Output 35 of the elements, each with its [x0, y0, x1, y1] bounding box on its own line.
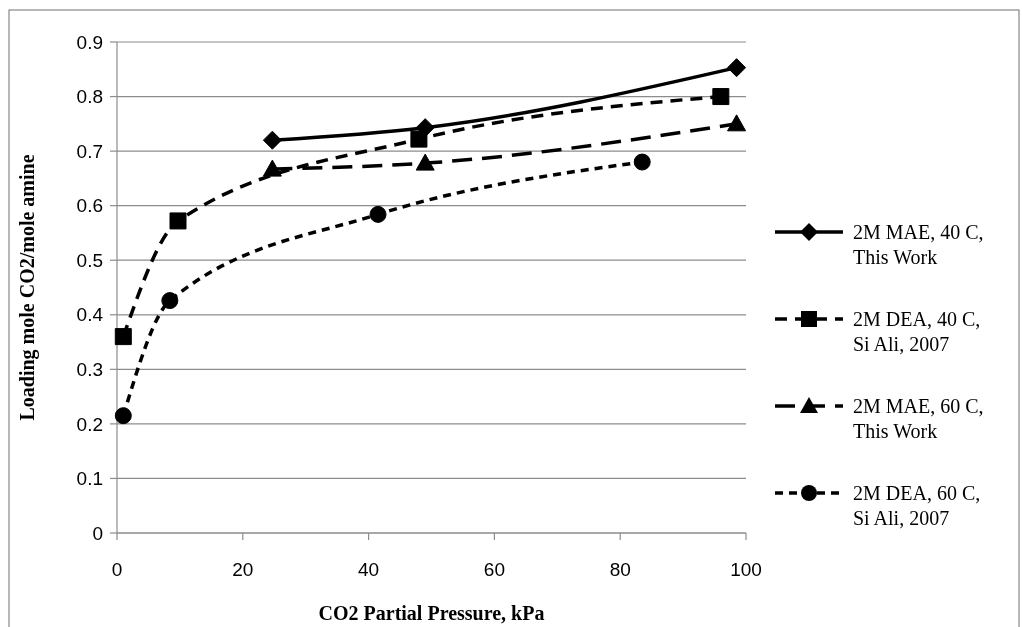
point	[161, 292, 179, 310]
point	[369, 205, 387, 223]
legend-label: 2M DEA, 60 C, Si Ali, 2007	[853, 482, 981, 529]
x-tick-label: 80	[609, 559, 631, 580]
y-tick-label: 0.8	[76, 86, 103, 108]
legend-label: 2M MAE, 40 C, This Work	[853, 221, 984, 268]
y-tick-label: 0.5	[76, 249, 103, 271]
y-tick-label: 0.3	[76, 358, 103, 380]
point	[262, 159, 282, 177]
point	[727, 114, 747, 132]
x-tick-label: 40	[358, 559, 380, 580]
x-tick-label: 0	[111, 559, 123, 580]
point	[415, 153, 435, 171]
legend-label: 2M DEA, 40 C, Si Ali, 2007	[853, 308, 981, 355]
legend-label: 2M MAE, 60 C, This Work	[853, 395, 984, 442]
x-tick-label: 20	[232, 559, 254, 580]
y-tick-label: 0.4	[76, 304, 104, 326]
point	[114, 407, 132, 425]
point	[727, 58, 747, 78]
y-axis-title: Loading mole CO2/mole amine	[16, 154, 39, 421]
y-tick-label: 0	[92, 522, 103, 544]
point	[712, 88, 730, 106]
y-tick-label: 0.9	[76, 31, 103, 53]
y-tick-label: 0.1	[76, 468, 103, 490]
y-tick-label: 0.6	[76, 195, 103, 217]
point	[262, 130, 282, 150]
y-tick-label: 0.2	[76, 413, 103, 435]
point	[114, 328, 132, 346]
x-tick-label: 100	[730, 559, 762, 580]
point	[169, 212, 187, 230]
point	[410, 130, 428, 148]
point	[633, 153, 651, 171]
x-axis-title: CO2 Partial Pressure, kPa	[318, 602, 545, 624]
x-tick-label: 60	[483, 559, 505, 580]
y-tick-label: 0.7	[76, 140, 103, 162]
